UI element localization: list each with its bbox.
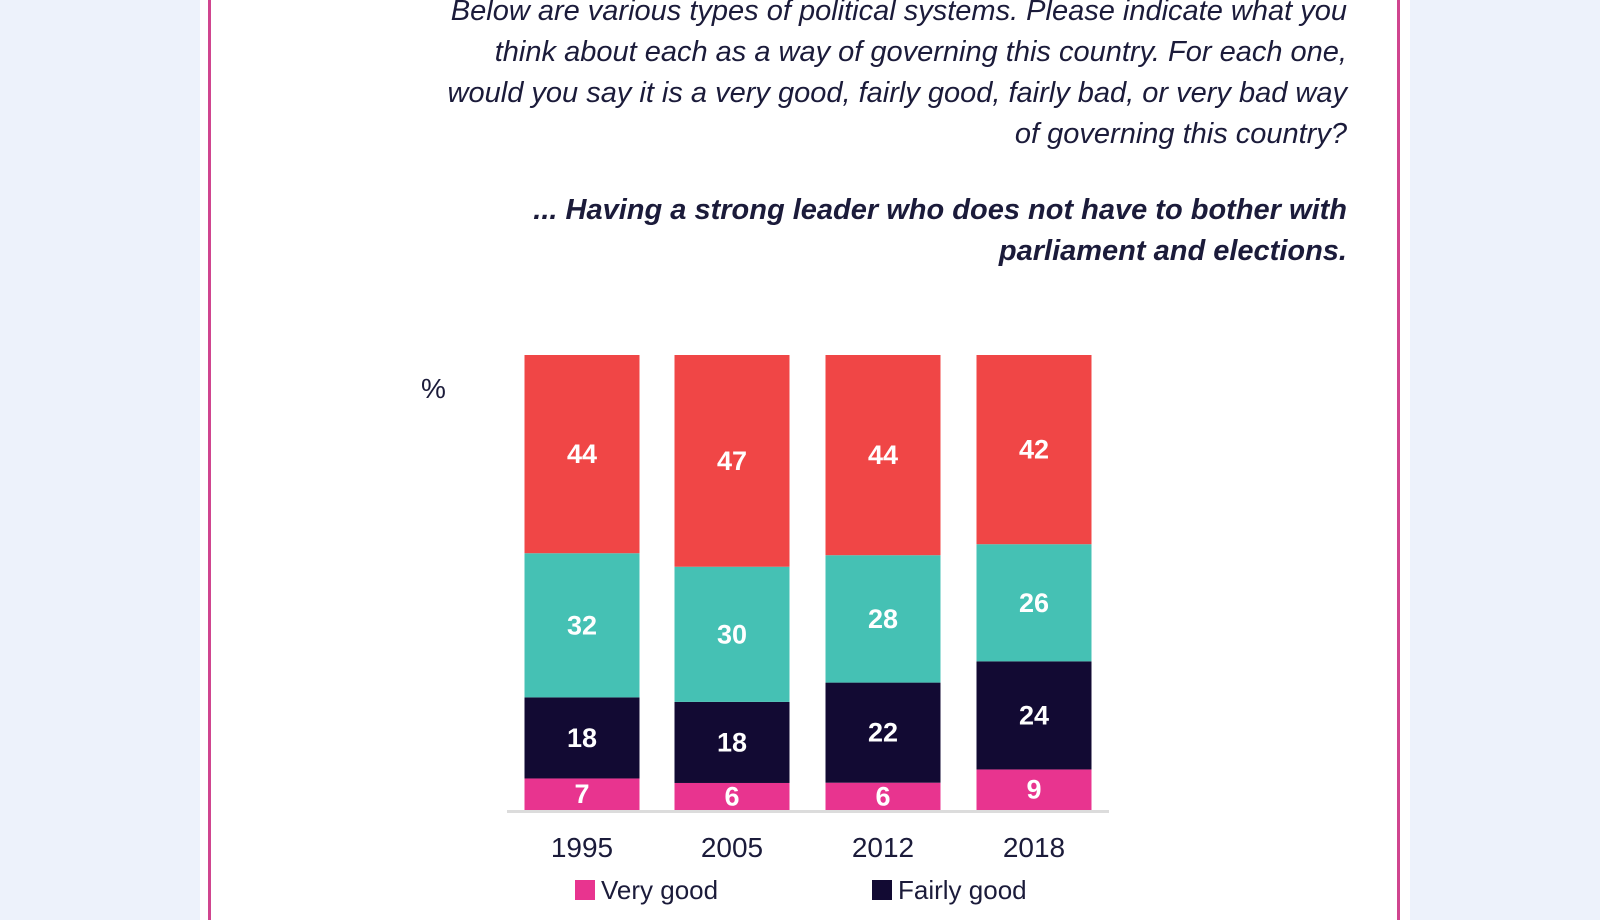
data-label: 47 xyxy=(717,446,747,476)
chart-card xyxy=(200,0,1410,920)
question-line: Below are various types of political sys… xyxy=(450,0,1347,27)
legend-label: Fairly good xyxy=(898,875,1027,905)
x-tick-label: 2012 xyxy=(852,832,914,863)
bar-segment-very-good-2005 xyxy=(674,782,790,810)
bar-segment-very-good-1995 xyxy=(524,778,640,810)
bar-segment-fairly-bad-2005 xyxy=(674,566,790,702)
data-label: 32 xyxy=(567,610,597,640)
bar-segment-fairly-good-1995 xyxy=(524,697,640,779)
bar-segment-very-bad-2012 xyxy=(825,355,941,556)
data-label: 24 xyxy=(1019,700,1049,730)
data-label: 6 xyxy=(724,781,739,811)
statement-text: ... Having a strong leader who does not … xyxy=(380,190,1347,272)
legend-item-very-good: Very good xyxy=(575,875,718,906)
bar-segment-very-good-2012 xyxy=(825,782,941,810)
legend-item-fairly-good: Fairly good xyxy=(872,875,1027,906)
bar-segment-fairly-good-2018 xyxy=(976,661,1092,770)
data-label: 28 xyxy=(868,604,898,634)
bar-segment-very-bad-1995 xyxy=(524,355,640,554)
data-label: 30 xyxy=(717,619,747,649)
legend-label: Very good xyxy=(601,875,719,905)
data-label: 6 xyxy=(875,781,890,811)
x-tick-label: 2005 xyxy=(701,832,763,863)
legend-swatch-fairly-good xyxy=(872,880,892,900)
bar-segment-very-bad-2018 xyxy=(976,355,1092,545)
bar-segment-very-bad-2005 xyxy=(674,355,790,567)
statement-line: ... Having a strong leader who does not … xyxy=(533,194,1347,226)
bar-segment-fairly-bad-2012 xyxy=(825,555,941,683)
legend-swatch-very-good xyxy=(575,880,595,900)
x-tick-label: 1995 xyxy=(551,832,613,863)
bar-segment-fairly-bad-1995 xyxy=(524,553,640,698)
card-frame xyxy=(208,0,1400,920)
bar-segment-fairly-bad-2018 xyxy=(976,544,1092,662)
question-line: of governing this country? xyxy=(1014,118,1347,150)
question-text: Below are various types of political sys… xyxy=(240,0,1347,155)
statement-line: parliament and elections. xyxy=(998,235,1347,267)
data-label: 26 xyxy=(1019,588,1049,618)
stacked-bar-chart: 7 18 32 44 1995 6 18 30 47 2005 6 22 28 44 2012 9 24 26 42… xyxy=(507,355,1109,863)
question-line: think about each as a way of governing t… xyxy=(494,36,1347,68)
bar-segment-very-good-2018 xyxy=(976,769,1092,810)
data-label: 18 xyxy=(567,723,597,753)
bar-segment-fairly-good-2005 xyxy=(674,701,790,783)
data-label: 22 xyxy=(868,718,898,748)
data-label: 42 xyxy=(1019,435,1049,465)
data-label: 44 xyxy=(868,440,898,470)
data-label: 18 xyxy=(717,727,747,757)
bar-segment-fairly-good-2012 xyxy=(825,682,941,783)
unit-label: % xyxy=(421,373,446,404)
x-tick-label: 2018 xyxy=(1003,832,1065,863)
question-line: would you say it is a very good, fairly … xyxy=(447,77,1347,109)
legend: Very good Fairly good xyxy=(0,875,1600,905)
data-label: 44 xyxy=(567,439,597,469)
data-label: 9 xyxy=(1026,775,1041,805)
data-label: 7 xyxy=(574,779,589,809)
